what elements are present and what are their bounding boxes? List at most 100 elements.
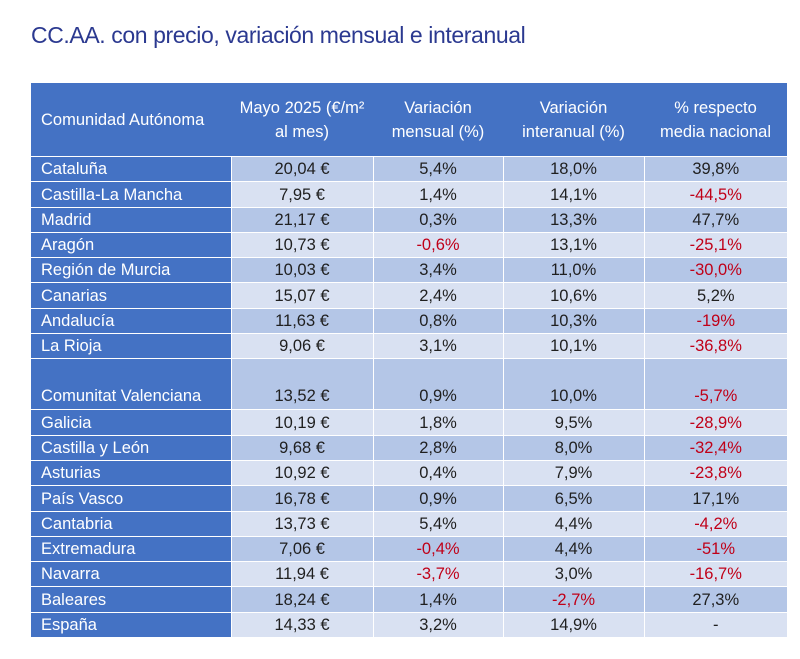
table-row: Andalucía 11,63 €0,8% 10,3% -19% [31,307,787,335]
cell-yearly-variation: 3,0% [502,561,645,588]
table-row: Cataluña 20,04 €5,4% 18,0% 39,8% [31,155,787,183]
cell-vs-national: -25,1% [643,231,787,259]
cell-vs-national: -30,0% [643,257,787,284]
column-header-yearly-variation: Variación interanual (%) [503,83,644,157]
cell-vs-national: -23,8% [643,459,787,487]
cell-region: Navarra [31,561,232,588]
cell-price: 15,07 € [230,282,374,309]
cell-price: 14,33 € [230,611,374,639]
column-header-region: Comunidad Autónoma [31,83,231,157]
cell-monthly-variation: 0,8% [372,307,504,335]
table-row: Galicia 10,19 €1,8% 9,5% -28,9% [31,409,787,436]
cell-region: Aragón [31,231,232,259]
cell-yearly-variation: 10,1% [502,333,645,360]
cell-monthly-variation: 0,4% [372,459,504,487]
cell-price: 13,52 € [230,358,374,411]
cell-region: Galicia [31,409,232,436]
table-row: Asturias 10,92 €0,4% 7,9% -23,8% [31,459,787,487]
cell-region: Comunitat Valenciana [31,358,232,411]
cell-monthly-variation: 0,9% [372,358,504,411]
cell-monthly-variation: -0,4% [372,535,504,563]
cell-monthly-variation: 5,4% [372,155,504,183]
table-row: España 14,33 €3,2% 14,9% - [31,611,787,639]
cell-monthly-variation: 5,4% [372,510,504,537]
cell-price: 7,06 € [230,535,374,563]
cell-region: Cataluña [31,155,232,183]
cell-monthly-variation: 2,8% [372,434,504,461]
column-header-monthly-variation: Variación mensual (%) [373,83,503,157]
cell-monthly-variation: 3,4% [372,257,504,284]
cell-region: Andalucía [31,307,232,335]
cell-vs-national: -44,5% [643,181,787,208]
cell-vs-national: -32,4% [643,434,787,461]
cell-price: 10,19 € [230,409,374,436]
cell-vs-national: -19% [643,307,787,335]
cell-region: La Rioja [31,333,232,360]
cell-monthly-variation: 2,4% [372,282,504,309]
cell-vs-national: -5,7% [643,358,787,411]
cell-yearly-variation: 18,0% [502,155,645,183]
table-row: Aragón 10,73 € -0,6% 13,1% -25,1% [31,231,787,259]
cell-vs-national: 47,7% [643,206,787,233]
cell-price: 18,24 € [230,586,374,613]
cell-region: Asturias [31,459,232,487]
cell-yearly-variation: 10,0% [502,358,645,411]
cell-vs-national: 27,3% [643,586,787,613]
cell-price: 10,92 € [230,459,374,487]
cell-price: 10,03 € [230,257,374,284]
cell-vs-national: -16,7% [643,561,787,588]
cell-yearly-variation: 10,6% [502,282,645,309]
cell-monthly-variation: -0,6% [372,231,504,259]
cell-yearly-variation: 6,5% [502,485,645,512]
table-row: Canarias 15,07 €2,4% 10,6% 5,2% [31,282,787,309]
table-row: Comunitat Valenciana 13,52 €0,9% 10,0% -5,7… [31,358,787,411]
table-row: La Rioja 9,06 €3,1% 10,1% -36,8% [31,333,787,360]
cell-region: España [31,611,232,639]
table-row: Castilla y León 9,68 €2,8% 8,0% -32,4% [31,434,787,461]
cell-region: Madrid [31,206,232,233]
cell-region: Cantabria [31,510,232,537]
cell-price: 7,95 € [230,181,374,208]
cell-monthly-variation: 1,8% [372,409,504,436]
table-row: Madrid 21,17 €0,3% 13,3% 47,7% [31,206,787,233]
cell-vs-national: - [643,611,787,639]
cell-price: 13,73 € [230,510,374,537]
cell-yearly-variation: 13,1% [502,231,645,259]
cell-vs-national: -4,2% [643,510,787,537]
cell-vs-national: 39,8% [643,155,787,183]
table-row: Extremadura 7,06 € -0,4% 4,4% -51% [31,535,787,563]
column-header-vs-national: % respecto media nacional [644,83,787,157]
cell-yearly-variation: -2,7% [502,586,645,613]
table-row: País Vasco 16,78 €0,9% 6,5% 17,1% [31,485,787,512]
table-row: Cantabria 13,73 €5,4% 4,4% -4,2% [31,510,787,537]
cell-monthly-variation: 3,1% [372,333,504,360]
cell-price: 11,63 € [230,307,374,335]
cell-yearly-variation: 10,3% [502,307,645,335]
cell-vs-national: -51% [643,535,787,563]
cell-price: 9,68 € [230,434,374,461]
regional-rent-table: Comunidad Autónoma Mayo 2025 (€/m² al me… [31,83,787,639]
cell-region: Baleares [31,586,232,613]
table-body: Cataluña 20,04 €5,4% 18,0% 39,8% Castilla-La… [31,155,787,639]
cell-vs-national: -36,8% [643,333,787,360]
table-header-row: Comunidad Autónoma Mayo 2025 (€/m² al me… [31,83,787,157]
cell-price: 21,17 € [230,206,374,233]
cell-price: 16,78 € [230,485,374,512]
cell-monthly-variation: 0,9% [372,485,504,512]
cell-region: Región de Murcia [31,257,232,284]
cell-monthly-variation: 1,4% [372,586,504,613]
cell-vs-national: 5,2% [643,282,787,309]
cell-monthly-variation: 1,4% [372,181,504,208]
cell-region: Castilla y León [31,434,232,461]
table-row: Baleares 18,24 €1,4% -2,7% 27,3% [31,586,787,613]
cell-price: 9,06 € [230,333,374,360]
cell-yearly-variation: 11,0% [502,257,645,284]
cell-region: Canarias [31,282,232,309]
cell-yearly-variation: 14,9% [502,611,645,639]
cell-yearly-variation: 14,1% [502,181,645,208]
cell-yearly-variation: 7,9% [502,459,645,487]
cell-price: 10,73 € [230,231,374,259]
cell-monthly-variation: 3,2% [372,611,504,639]
table-row: Navarra 11,94 € -3,7% 3,0% -16,7% [31,561,787,588]
cell-yearly-variation: 13,3% [502,206,645,233]
